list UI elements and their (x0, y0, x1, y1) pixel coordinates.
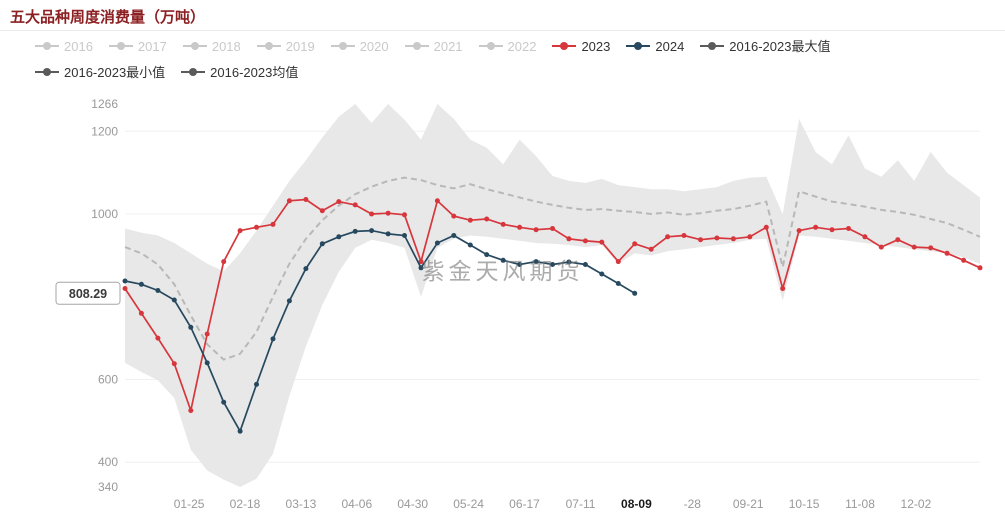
x-axis-tick-label: 04-30 (397, 497, 428, 511)
legend-label: 2021 (433, 38, 463, 54)
x-axis-tick-label: 07-11 (566, 497, 596, 511)
legend-marker-icon (182, 42, 207, 50)
legend-item-2021[interactable]: 2021 (404, 40, 463, 53)
series-2024-line-markers (122, 228, 638, 434)
x-axis-tick-label: 09-21 (733, 497, 764, 511)
y-axis-tick-label: 1266 (91, 97, 118, 111)
legend-item-2016-2023均值[interactable]: 2016-2023均值 (180, 66, 298, 79)
legend-label: 2016 (64, 38, 93, 54)
legend-item-2017[interactable]: 2017 (108, 40, 167, 53)
legend-item-2016[interactable]: 2016 (34, 40, 93, 53)
legend-item-2019[interactable]: 2019 (256, 40, 315, 53)
y-axis-tick-label: 340 (98, 480, 118, 494)
page-title: 五大品种周度消费量（万吨） (10, 9, 206, 26)
x-axis-tick-label: 05-24 (453, 497, 484, 511)
legend-marker-icon (552, 42, 577, 50)
legend-item-2018[interactable]: 2018 (182, 40, 241, 53)
legend-label: 2016-2023最小值 (64, 64, 166, 80)
x-axis-tick-label: 06-17 (509, 497, 540, 511)
series-2023-line-markers (122, 197, 983, 413)
y-axis-tick-label: 1200 (91, 124, 118, 138)
y-axis-tick-label: 400 (98, 455, 118, 469)
legend-marker-icon (256, 42, 281, 50)
mean-line (124, 176, 981, 361)
svg-text:808.29: 808.29 (69, 287, 107, 301)
x-axis-tick-label: 12-02 (901, 497, 932, 511)
legend-marker-icon (478, 42, 503, 50)
x-axis-tick-label: 04-06 (341, 497, 372, 511)
legend-marker-icon (181, 68, 206, 76)
x-axis-tick-label: 01-25 (174, 497, 205, 511)
legend: 2016 2017 2018 2019 2020 2021 2022 2023 2024 2016… (34, 37, 845, 89)
series-2024-line (124, 229, 636, 434)
legend-marker-icon (700, 42, 725, 50)
y-axis-tick-label: 1000 (91, 207, 118, 221)
legend-row: 2016-2023最小值 2016-2023均值 (34, 63, 845, 81)
x-axis-tick-label: 10-15 (789, 497, 820, 511)
legend-item-2020[interactable]: 2020 (330, 40, 389, 53)
legend-label: 2016-2023最大值 (729, 38, 831, 54)
legend-marker-icon (35, 68, 59, 76)
legend-marker-icon (404, 42, 429, 50)
legend-label: 2022 (507, 38, 537, 54)
x-axis-tick-label: 02-18 (230, 497, 261, 511)
legend-label: 2024 (655, 38, 685, 54)
legend-label: 2018 (211, 38, 241, 54)
legend-row: 2016 2017 2018 2019 2020 2021 2022 2023 2024 2016… (34, 37, 845, 55)
legend-label: 2017 (137, 38, 167, 54)
legend-item-2022[interactable]: 2022 (478, 38, 537, 54)
x-axis-tick-label-current: 08-09 (621, 497, 652, 511)
x-axis-tick-label: -28 (684, 497, 702, 511)
legend-marker-icon (35, 42, 59, 50)
header-divider (0, 30, 1005, 31)
legend-marker-icon (626, 42, 651, 50)
x-axis-tick-label: 11-08 (845, 497, 875, 511)
legend-item-2016-2023最大值[interactable]: 2016-2023最大值 (699, 40, 830, 53)
legend-item-2023[interactable]: 2023 (551, 40, 610, 53)
latest-value-label: 808.29 (55, 281, 121, 305)
legend-marker-icon (108, 42, 133, 50)
legend-item-2016-2023最小值[interactable]: 2016-2023最小值 (34, 66, 165, 79)
legend-label: 2020 (359, 38, 389, 54)
y-axis-tick-label: 600 (98, 373, 118, 387)
x-axis-tick-label: 03-13 (286, 497, 317, 511)
legend-label: 2023 (581, 38, 611, 54)
legend-item-2024[interactable]: 2024 (625, 40, 684, 53)
legend-label: 2016-2023均值 (210, 64, 299, 80)
legend-label: 2019 (285, 38, 315, 54)
minmax-band (125, 104, 980, 487)
legend-marker-icon (330, 42, 355, 50)
